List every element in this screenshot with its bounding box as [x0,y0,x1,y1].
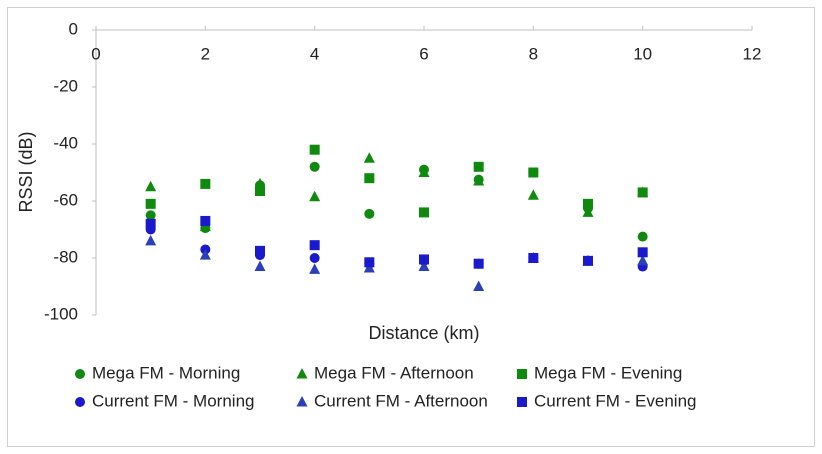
marker-triangle [199,249,211,260]
marker-square [517,397,527,407]
marker-square [528,253,539,263]
marker-circle [637,231,648,242]
marker-square [583,198,593,209]
marker-square [473,161,484,172]
chart-frame [7,7,815,447]
marker-square [637,187,648,198]
x-tick-label: 2 [201,44,210,63]
marker-square [255,186,265,197]
marker-square [200,178,211,189]
y-tick-label: -80 [53,247,78,266]
x-tick-label: 8 [529,44,538,63]
marker-triangle [254,260,266,272]
marker-circle [309,161,320,172]
marker-circle [309,253,320,263]
y-tick-label: -100 [44,304,78,323]
marker-square [419,207,429,218]
marker-triangle [473,175,485,186]
marker-triangle [473,280,485,291]
marker-triangle [637,254,649,266]
y-tick-label: 0 [69,19,78,38]
marker-square [364,257,375,268]
marker-triangle [296,396,308,407]
marker-square [583,255,593,266]
marker-triangle [254,177,266,189]
y-axis-label: RSSI (dB) [16,131,36,212]
y-tick-label: -20 [53,76,78,95]
marker-square [364,173,375,184]
marker-square [637,247,648,258]
legend-label: Current FM - Afternoon [314,391,488,410]
marker-square [255,245,265,256]
marker-square [309,240,320,251]
x-axis-label: Distance (km) [368,323,479,343]
legend-label: Mega FM - Afternoon [314,363,474,382]
marker-square [473,258,484,269]
marker-triangle [145,234,157,246]
marker-square [528,167,539,178]
marker-triangle [418,260,430,272]
marker-triangle [418,166,430,177]
marker-circle [75,397,85,407]
marker-triangle [309,263,321,274]
marker-triangle [363,152,375,163]
marker-triangle [145,180,157,192]
legend-label: Current FM - Morning [92,391,254,410]
y-tick-label: -40 [53,133,78,152]
marker-square [145,218,156,229]
marker-triangle [527,189,539,200]
x-tick-label: 4 [310,44,319,63]
marker-square [145,198,156,209]
x-tick-label: 12 [743,44,762,63]
marker-square [517,369,527,379]
legend-label: Mega FM - Evening [534,363,682,382]
y-tick-label: -60 [53,190,78,209]
marker-triangle [309,190,321,202]
legend-label: Mega FM - Morning [92,363,240,382]
marker-circle [364,208,375,219]
marker-square [309,144,320,155]
marker-circle [75,369,85,379]
x-tick-label: 6 [419,44,428,63]
marker-square [200,215,211,226]
marker-circle [145,210,156,221]
legend-label: Current FM - Evening [534,391,697,410]
x-tick-label: 0 [91,44,100,63]
marker-triangle [296,368,308,379]
marker-triangle [582,206,594,217]
marker-square [419,254,429,265]
x-tick-label: 10 [633,44,652,63]
